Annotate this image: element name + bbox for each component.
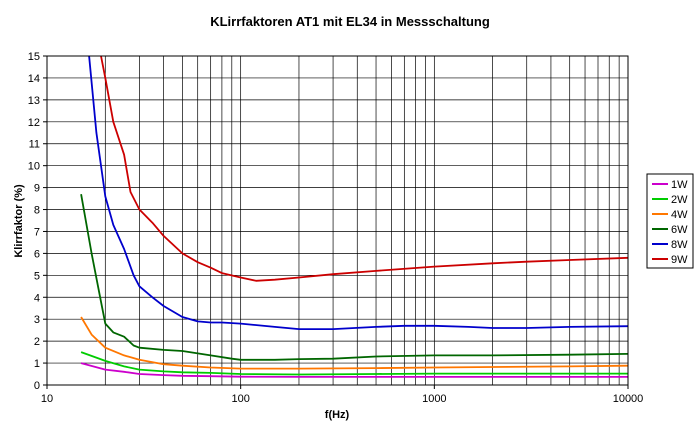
y-tick-label: 11 [29, 139, 40, 151]
x-tick-label: 10000 [613, 393, 644, 405]
x-tick-label: 100 [231, 393, 249, 405]
y-tick-label: 1 [34, 358, 40, 370]
y-tick-label: 15 [28, 51, 40, 63]
y-tick-label: 4 [34, 292, 40, 304]
plot-border [46, 55, 629, 386]
series-line-9w [100, 55, 629, 282]
legend-label-1w: 1W [671, 179, 688, 191]
series-line-2w [80, 351, 628, 376]
legend-label-4w: 4W [671, 209, 688, 221]
plot-area [47, 56, 628, 385]
y-axis-label: Klirrfaktor (%) [13, 184, 25, 258]
series-line-1w [80, 362, 628, 378]
x-axis: 10 100 1000 10000 [41, 385, 643, 405]
y-tick-label: 14 [28, 73, 40, 85]
legend-label-8w: 8W [671, 239, 688, 251]
y-tick-label: 2 [34, 336, 40, 348]
y-tick-label: 7 [34, 226, 40, 238]
legend-label-6w: 6W [671, 224, 688, 236]
series-group [80, 55, 629, 378]
y-tick-label: 3 [34, 314, 40, 326]
legend-box [646, 173, 694, 269]
y-tick-label: 9 [34, 183, 40, 195]
grid [47, 55, 628, 386]
legend-label-2w: 2W [671, 194, 688, 206]
series-line-6w [80, 194, 629, 361]
legend: 1W 2W 4W 6W 8W 9W [646, 173, 694, 269]
series-line-8w [88, 55, 629, 331]
legend-label-9w: 9W [671, 254, 688, 266]
x-axis-label: f(Hz) [325, 409, 350, 421]
y-tick-label: 6 [34, 248, 40, 260]
y-tick-label: 10 [28, 161, 40, 173]
y-tick-label: 0 [34, 380, 40, 392]
chart-title: KLirrfaktoren AT1 mit EL34 in Messschalt… [210, 14, 490, 29]
series-line-4w [80, 316, 629, 370]
y-tick-label: 12 [28, 117, 40, 129]
y-tick-label: 8 [34, 205, 40, 217]
x-tick-label: 10 [41, 393, 53, 405]
y-tick-label: 13 [28, 95, 40, 107]
x-tick-label: 1000 [422, 393, 446, 405]
y-tick-label: 5 [34, 270, 40, 282]
